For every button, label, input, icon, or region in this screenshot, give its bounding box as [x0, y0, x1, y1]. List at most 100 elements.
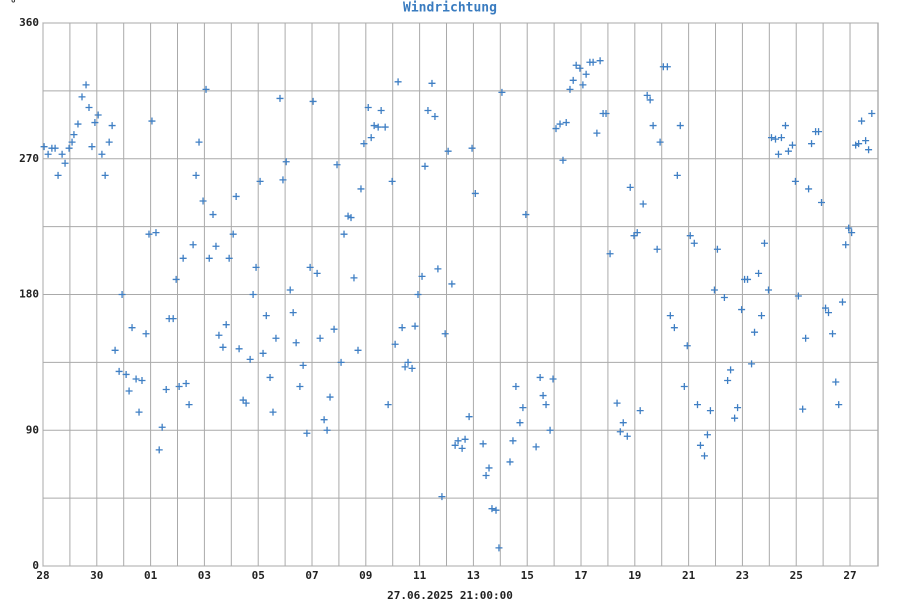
point	[360, 140, 368, 148]
point	[858, 117, 866, 125]
point	[639, 200, 647, 208]
point	[40, 143, 48, 151]
point	[777, 134, 785, 142]
point	[172, 275, 180, 283]
point	[755, 269, 763, 277]
point	[326, 393, 334, 401]
y-tick-label: 90	[26, 423, 39, 436]
point	[673, 171, 681, 179]
point	[152, 229, 160, 237]
x-tick-label: 27	[843, 569, 856, 582]
point	[108, 122, 116, 130]
point	[616, 428, 624, 436]
x-tick-label: 03	[198, 569, 211, 582]
point	[482, 472, 490, 479]
point	[693, 401, 701, 409]
point	[441, 330, 449, 338]
point	[710, 286, 718, 294]
point	[391, 340, 399, 348]
point	[85, 103, 93, 111]
point	[774, 150, 782, 158]
point	[148, 117, 156, 125]
point	[606, 250, 614, 258]
point	[357, 185, 365, 193]
point	[569, 76, 577, 84]
point	[246, 355, 254, 363]
point	[276, 94, 284, 102]
point	[364, 103, 372, 111]
point	[266, 373, 274, 381]
chart-title: Windrichtung	[403, 1, 497, 16]
point	[138, 376, 146, 384]
point	[175, 383, 183, 391]
point	[309, 97, 317, 105]
point	[347, 214, 355, 222]
point	[313, 269, 321, 277]
point	[209, 211, 217, 219]
point	[330, 325, 338, 333]
point	[58, 150, 66, 158]
point	[767, 134, 775, 142]
point	[713, 245, 721, 253]
point	[451, 441, 459, 449]
x-tick-label: 17	[574, 569, 587, 582]
point	[760, 239, 768, 247]
y-tick-label: 180	[19, 288, 39, 301]
point	[252, 263, 260, 271]
point	[516, 419, 524, 427]
point	[320, 416, 328, 424]
x-tick-label: 21	[682, 569, 696, 582]
point	[802, 334, 810, 342]
point	[289, 309, 297, 317]
y-tick-label: 0	[32, 559, 39, 572]
point	[465, 413, 473, 421]
point	[696, 441, 704, 449]
point	[596, 57, 604, 65]
point	[192, 171, 200, 179]
point	[105, 138, 113, 146]
point	[296, 383, 304, 391]
point	[855, 140, 863, 148]
point	[367, 134, 375, 142]
x-tick-label: 07	[305, 569, 318, 582]
point	[179, 254, 187, 262]
point	[199, 197, 207, 205]
point	[720, 294, 728, 302]
point	[799, 405, 807, 413]
point	[262, 312, 270, 320]
point	[333, 161, 341, 169]
point	[772, 135, 780, 143]
point	[242, 399, 250, 407]
point	[421, 162, 429, 170]
point	[724, 376, 732, 384]
point	[485, 464, 493, 472]
point	[589, 58, 597, 66]
point	[272, 334, 280, 342]
y-tick-label: 360	[19, 16, 39, 29]
point	[822, 304, 830, 312]
point	[135, 408, 143, 416]
point	[700, 452, 708, 460]
point	[249, 291, 257, 298]
point	[411, 322, 419, 330]
point	[468, 144, 476, 152]
point	[428, 79, 436, 87]
point	[539, 392, 547, 400]
point	[653, 245, 661, 253]
point	[202, 85, 210, 93]
point	[556, 120, 564, 128]
point	[835, 401, 843, 409]
point	[706, 407, 714, 415]
point	[552, 125, 560, 133]
point	[582, 70, 590, 78]
point	[78, 93, 86, 101]
point	[633, 229, 641, 237]
point	[282, 158, 290, 166]
point	[562, 119, 570, 127]
point	[142, 330, 150, 338]
point	[68, 138, 76, 146]
point	[169, 315, 177, 323]
point	[88, 143, 96, 151]
point	[61, 159, 69, 167]
